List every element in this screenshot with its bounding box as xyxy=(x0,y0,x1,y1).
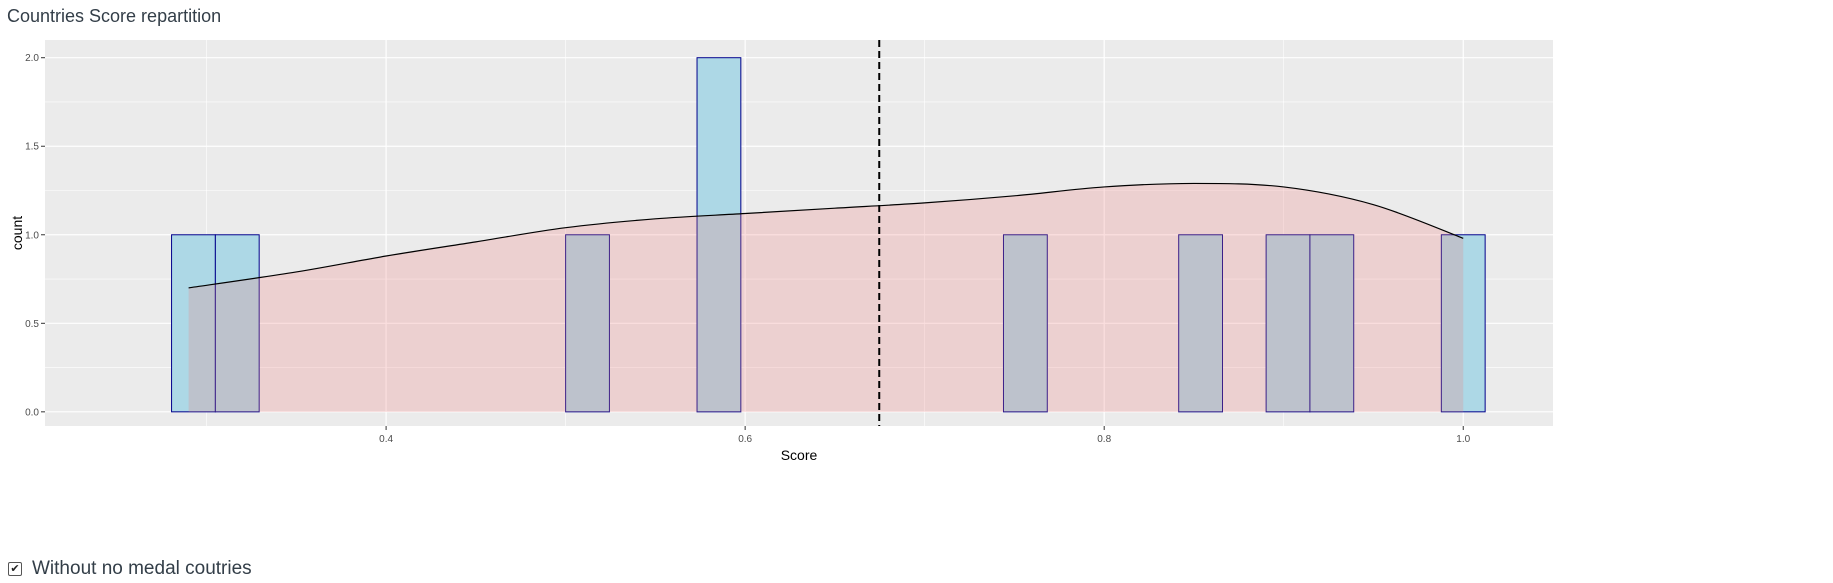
x-tick-label: 0.6 xyxy=(738,434,752,445)
histogram-bar xyxy=(1178,234,1223,413)
histogram-bar xyxy=(1309,234,1355,413)
page-title: Countries Score repartition xyxy=(7,6,222,26)
histogram-bar xyxy=(1440,234,1486,413)
histogram-bar xyxy=(1002,234,1048,413)
x-tick-label: 0.4 xyxy=(379,434,393,445)
x-axis-label: Score xyxy=(781,447,818,463)
density-area xyxy=(188,183,1464,412)
histogram-bars xyxy=(171,57,1486,413)
without-no-medal-toggle[interactable]: ✔ Without no medal coutries xyxy=(8,558,252,580)
checkbox-label: Without no medal coutries xyxy=(32,558,252,579)
x-tick-label: 0.8 xyxy=(1097,434,1111,445)
histogram-bar xyxy=(171,234,216,413)
x-tick-label: 1.0 xyxy=(1456,434,1470,445)
histogram-bar xyxy=(696,57,742,413)
y-tick-label: 0.5 xyxy=(25,319,39,330)
y-tick-label: 1.5 xyxy=(25,142,39,153)
x-axis-ticks: 0.4 0.6 0.8 1.0 xyxy=(379,426,1471,445)
histogram-bar xyxy=(1265,234,1311,413)
y-axis-label: count xyxy=(9,216,25,250)
histogram-bar xyxy=(214,234,260,413)
density-curve xyxy=(188,182,1464,289)
y-tick-label: 2.0 xyxy=(25,53,39,64)
y-tick-label: 1.0 xyxy=(25,230,39,241)
histogram-chart: 0.4 0.6 0.8 1.0 0.0 0.5 1.0 1.5 2.0 Score count xyxy=(9,40,1553,463)
y-axis-ticks: 0.0 0.5 1.0 1.5 2.0 xyxy=(25,53,45,418)
y-tick-label: 0.0 xyxy=(25,407,39,418)
checkbox[interactable]: ✔ xyxy=(8,562,22,576)
histogram-bar xyxy=(565,234,610,413)
